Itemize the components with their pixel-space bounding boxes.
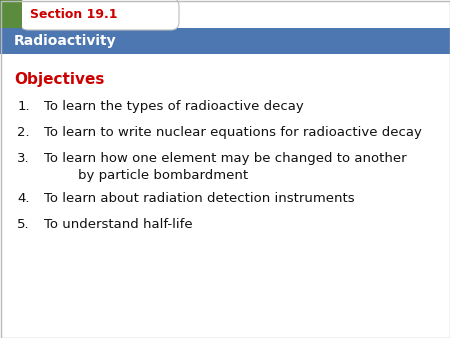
- Text: 1.: 1.: [18, 100, 30, 113]
- Text: To learn the types of radioactive decay: To learn the types of radioactive decay: [44, 100, 304, 113]
- Text: Objectives: Objectives: [14, 72, 104, 87]
- Bar: [0, 0, 22, 28]
- FancyBboxPatch shape: [20, 0, 179, 30]
- Bar: [0, 28, 450, 54]
- Text: To learn to write nuclear equations for radioactive decay: To learn to write nuclear equations for …: [44, 126, 422, 139]
- Text: To learn how one element may be changed to another
        by particle bombardme: To learn how one element may be changed …: [44, 152, 407, 182]
- Text: To learn about radiation detection instruments: To learn about radiation detection instr…: [44, 192, 355, 205]
- Text: 2.: 2.: [18, 126, 30, 139]
- Text: Section 19.1: Section 19.1: [30, 7, 117, 21]
- Text: 3.: 3.: [18, 152, 30, 165]
- Text: Radioactivity: Radioactivity: [14, 34, 117, 48]
- Text: 4.: 4.: [18, 192, 30, 205]
- Text: To understand half-life: To understand half-life: [44, 218, 193, 231]
- Text: 5.: 5.: [18, 218, 30, 231]
